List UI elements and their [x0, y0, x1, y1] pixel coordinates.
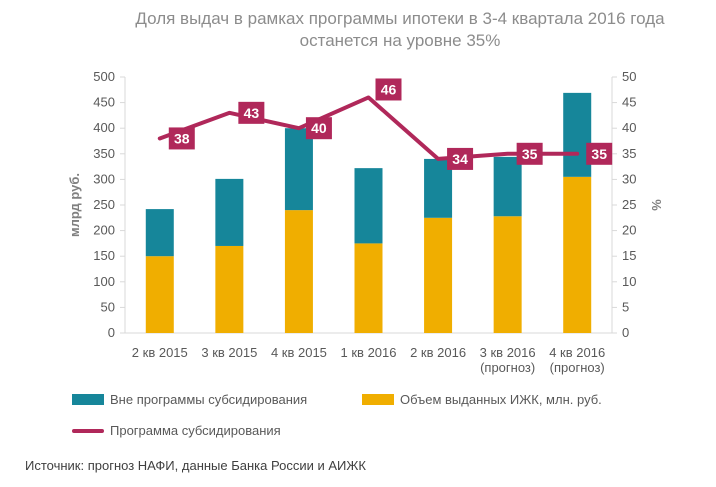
bar-outside-program: [215, 178, 244, 246]
x-tick-label: 2 кв 2015: [132, 345, 188, 360]
legend-item-ijk-volume: Объем выданных ИЖК, млн. руб.: [362, 392, 602, 407]
y-right-tick-label: 0: [622, 325, 629, 340]
line-data-label-box: [238, 101, 265, 124]
x-tick-label: 3 кв 2015: [201, 345, 257, 360]
y-axis-left-title: млрд руб.: [67, 173, 82, 237]
bar-ijk-volume: [215, 245, 244, 333]
y-right-tick-label: 25: [622, 197, 636, 212]
bar-outside-program: [354, 168, 383, 244]
line-data-label-box: [375, 78, 402, 101]
bar-ijk-volume: [424, 217, 453, 333]
line-data-label-box: [447, 147, 474, 170]
x-tick-label: (прогноз): [480, 360, 535, 375]
source-note: Источник: прогноз НАФИ, данные Банка Рос…: [25, 458, 366, 473]
y-right-tick-label: 10: [622, 274, 636, 289]
chart-title-line-1: Доля выдач в рамках программы ипотеки в …: [135, 9, 665, 28]
x-tick-label: 1 кв 2016: [341, 345, 397, 360]
legend-swatch-orange: [362, 394, 394, 405]
y-left-tick-label: 200: [93, 223, 115, 238]
line-subsidy-program: [157, 95, 580, 161]
y-right-tick-label: 30: [622, 171, 636, 186]
line-data-label: 40: [311, 120, 327, 136]
legend-item-outside-program: Вне программы субсидирования: [72, 392, 307, 407]
bar-ijk-volume: [563, 176, 592, 333]
y-left-tick-label: 150: [93, 248, 115, 263]
bar-ijk-volume: [354, 243, 383, 333]
legend-swatch-teal: [72, 394, 104, 405]
x-tick-label: 4 кв 2016: [549, 345, 605, 360]
legend-item-subsidy-program: Программа субсидирования: [72, 423, 281, 438]
bar-ijk-volume: [145, 256, 174, 333]
y-right-tick-label: 5: [622, 299, 629, 314]
y-left-tick-label: 300: [93, 171, 115, 186]
chart-title: Доля выдач в рамках программы ипотеки в …: [100, 8, 700, 52]
y-axis-right-title: %: [649, 199, 664, 211]
chart-title-line-2: останется на уровне 35%: [299, 31, 501, 50]
line-data-label-box: [586, 142, 613, 165]
y-left-tick-label: 100: [93, 274, 115, 289]
bar-outside-program: [493, 156, 522, 217]
legend-label-subsidy-program: Программа субсидирования: [110, 423, 281, 438]
bar-ijk-volume: [284, 210, 313, 333]
y-left-tick-label: 250: [93, 197, 115, 212]
y-left-tick-label: 450: [93, 95, 115, 110]
y-right-tick-label: 50: [622, 69, 636, 84]
y-left-tick-label: 500: [93, 69, 115, 84]
line-data-label: 35: [522, 146, 538, 162]
x-tick-label: (прогноз): [550, 360, 605, 375]
line-data-label: 43: [244, 105, 260, 121]
y-right-tick-label: 40: [622, 120, 636, 135]
x-tick-label: 4 кв 2015: [271, 345, 327, 360]
y-left-tick-label: 0: [108, 325, 115, 340]
bar-outside-program: [145, 209, 174, 257]
legend-label-ijk-volume: Объем выданных ИЖК, млн. руб.: [400, 392, 602, 407]
bar-outside-program: [284, 128, 313, 211]
line-data-label: 38: [174, 130, 190, 146]
line-data-label: 34: [452, 151, 468, 167]
line-data-label-box: [516, 142, 543, 165]
y-right-tick-label: 15: [622, 248, 636, 263]
x-tick-label: 3 кв 2016: [480, 345, 536, 360]
legend-swatch-crimson-line: [72, 428, 104, 433]
line-data-label-box: [305, 117, 332, 140]
bar-ijk-volume: [493, 216, 522, 333]
y-right-tick-label: 20: [622, 223, 636, 238]
y-left-tick-label: 50: [101, 299, 115, 314]
y-left-tick-label: 400: [93, 120, 115, 135]
line-data-label-box: [168, 127, 195, 150]
legend-label-outside-program: Вне программы субсидирования: [110, 392, 308, 407]
x-tick-label: 2 кв 2016: [410, 345, 466, 360]
line-data-label: 46: [381, 81, 397, 97]
y-left-tick-label: 350: [93, 146, 115, 161]
y-right-tick-label: 45: [622, 95, 636, 110]
line-data-label: 35: [591, 146, 607, 162]
y-right-tick-label: 35: [622, 146, 636, 161]
